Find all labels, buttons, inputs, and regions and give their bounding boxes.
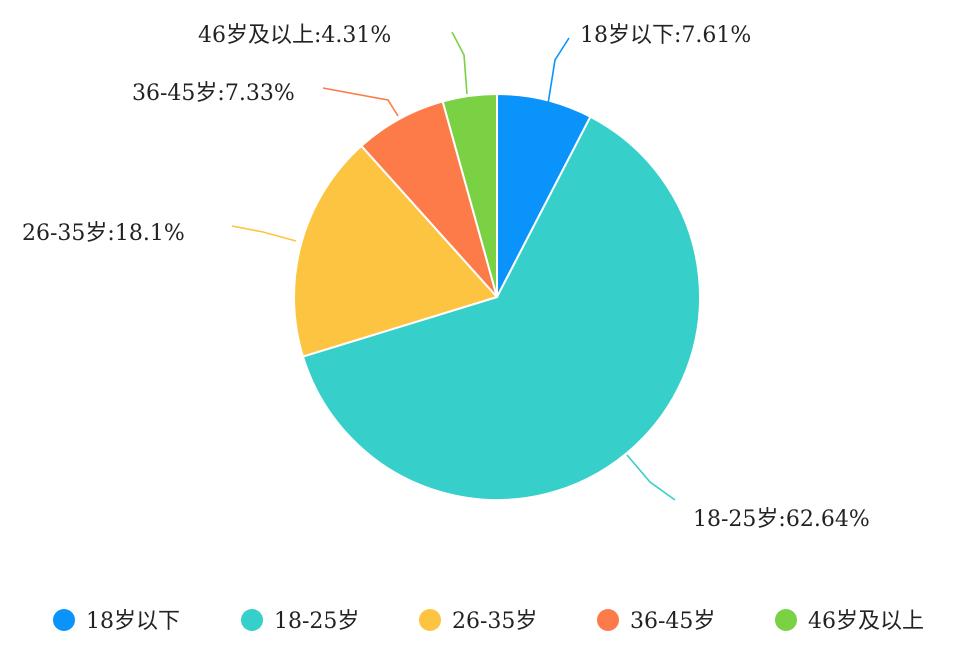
legend-marker-2 [419, 609, 441, 631]
legend: 18岁以下 18-25岁 26-35岁 36-45岁 46岁及以上 [53, 609, 924, 634]
slice-label-2: 26-35岁:18.1% [22, 221, 185, 246]
legend-item-1[interactable]: 18-25岁 [241, 609, 359, 634]
legend-marker-4 [775, 609, 797, 631]
slice-label-0: 18岁以下:7.61% [580, 23, 751, 48]
leader-line-1 [626, 454, 676, 501]
legend-item-0[interactable]: 18岁以下 [53, 609, 180, 634]
slice-1-18-25 [301, 115, 701, 501]
legend-label-4: 46岁及以上 [808, 609, 924, 634]
leader-line-4 [451, 31, 468, 95]
legend-label-3: 36-45岁 [630, 609, 715, 634]
legend-marker-0 [53, 609, 75, 631]
legend-label-2: 26-35岁 [452, 609, 537, 634]
slice-labels: 18岁以下:7.61% 18-25岁:62.64% 26-35岁:18.1% 36-4… [22, 23, 870, 532]
leader-line-2 [231, 225, 297, 242]
legend-item-2[interactable]: 26-35岁 [419, 609, 537, 634]
slice-0-18 [496, 93, 592, 298]
slice-4-46 [441, 93, 498, 298]
slice-2-26-35 [293, 144, 498, 358]
slice-label-3: 36-45岁:7.33% [132, 81, 295, 106]
legend-label-0: 18岁以下 [86, 609, 180, 634]
leader-line-0 [547, 37, 570, 105]
slice-label-4: 46岁及以上:4.31% [198, 23, 391, 48]
legend-item-4[interactable]: 46岁及以上 [775, 609, 924, 634]
leader-lines [231, 31, 676, 501]
slice-label-1: 18-25岁:62.64% [693, 507, 870, 532]
pie-slices [293, 93, 701, 501]
legend-item-3[interactable]: 36-45岁 [597, 609, 715, 634]
legend-marker-1 [241, 609, 263, 631]
legend-marker-3 [597, 609, 619, 631]
legend-label-1: 18-25岁 [274, 609, 359, 634]
leader-line-3 [322, 87, 399, 117]
